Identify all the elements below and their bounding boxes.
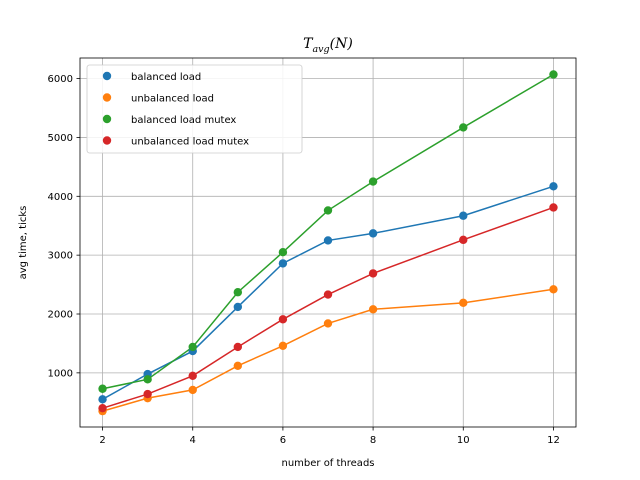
data-point-unbalanced-load-mutex [233,342,243,352]
data-point-unbalanced-load-mutex [323,290,333,299]
x-axis-label: number of threads [281,458,374,469]
data-point-unbalanced-load [278,341,288,350]
x-tick-label: 12 [547,435,560,446]
data-point-balanced-load [98,395,107,404]
data-point-balanced-load-mutex [278,248,288,257]
legend-marker [102,114,112,124]
data-point-unbalanced-load-mutex [549,203,558,212]
data-point-balanced-load-mutex [188,342,197,352]
y-tick-label: 6000 [48,74,73,85]
y-axis-ticks: 1000 2000 3000 4000 5000 6000 [48,74,80,379]
data-point-unbalanced-load-mutex [188,371,197,380]
data-point-balanced-load-mutex [323,206,333,215]
y-tick-label: 5000 [48,133,73,144]
data-point-unbalanced-load [233,361,243,370]
x-tick-label: 2 [99,435,105,446]
legend-marker [102,136,112,145]
data-point-unbalanced-load [188,385,197,395]
legend-label: balanced load [131,72,201,83]
y-tick-label: 1000 [48,368,73,379]
data-point-unbalanced-load-mutex [98,403,107,413]
data-point-unbalanced-load-mutex [368,269,378,278]
legend-label: balanced load mutex [131,115,236,126]
data-point-balanced-load [278,259,288,268]
legend-marker [102,93,112,102]
y-axis-label: avg time, ticks [18,206,29,280]
x-tick-label: 4 [190,435,196,446]
series-points [98,70,558,416]
legend: balanced load unbalanced load balanced loa… [86,64,303,154]
data-point-balanced-load-mutex [368,177,378,186]
legend-label: unbalanced load [131,93,214,104]
data-point-unbalanced-load [459,298,468,308]
legend-box [86,64,303,154]
x-tick-label: 8 [370,435,376,446]
x-axis-ticks: 2 4 6 8 10 12 [99,427,560,446]
legend-label: unbalanced load mutex [131,136,249,147]
data-point-balanced-load [233,302,243,312]
x-tick-label: 6 [280,435,286,446]
x-tick-label: 10 [457,435,470,446]
chart-title: Tavg(N) [303,36,353,55]
data-point-balanced-load-mutex [233,288,243,297]
data-point-balanced-load-mutex [549,70,558,79]
series-line-unbalanced-load [102,288,554,412]
data-point-balanced-load [368,229,378,238]
y-tick-label: 3000 [48,251,73,262]
data-point-balanced-load [459,211,468,220]
data-point-balanced-load [549,182,558,191]
y-tick-label: 2000 [48,310,73,321]
data-point-unbalanced-load [323,319,333,328]
data-point-unbalanced-load [368,305,378,314]
data-point-balanced-load [323,236,333,245]
plot-frame [79,57,577,428]
data-point-balanced-load-mutex [98,384,107,393]
y-tick-label: 4000 [48,192,73,203]
legend-marker [102,71,112,81]
data-point-balanced-load-mutex [459,123,468,132]
data-point-unbalanced-load-mutex [459,235,468,245]
data-point-balanced-load-mutex [143,375,152,384]
data-point-unbalanced-load [549,285,558,294]
data-point-unbalanced-load-mutex [278,315,288,324]
data-point-unbalanced-load-mutex [143,389,152,399]
